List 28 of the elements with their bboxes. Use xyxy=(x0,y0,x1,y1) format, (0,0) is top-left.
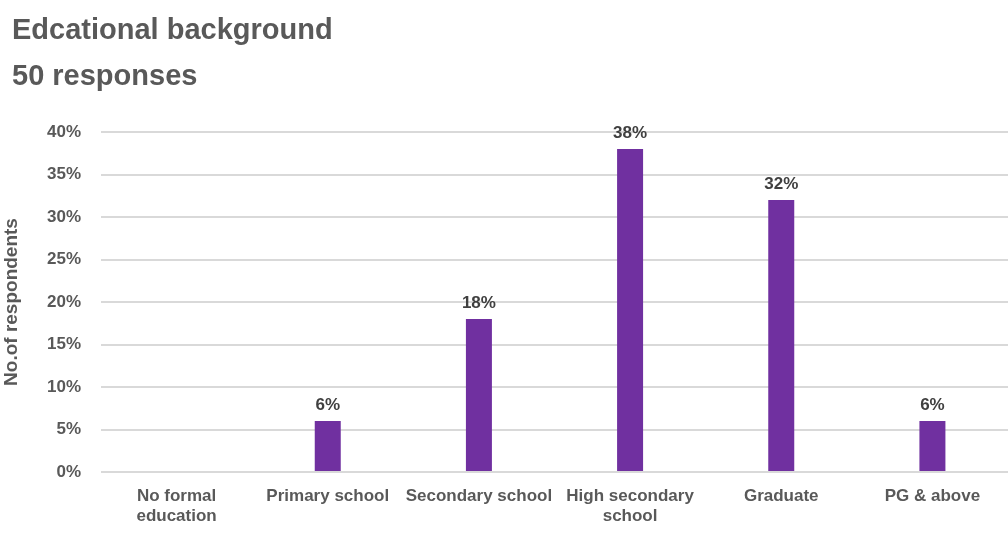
x-tick-label: No formal education xyxy=(136,485,217,526)
y-tick-label: 40% xyxy=(46,121,81,141)
x-tick-label: High secondary school xyxy=(566,485,695,526)
y-tick-label: 15% xyxy=(46,334,81,354)
bar xyxy=(314,421,341,471)
data-label: 6% xyxy=(315,395,341,415)
bar xyxy=(768,200,795,471)
data-label: 38% xyxy=(613,123,648,143)
y-tick-label: 0% xyxy=(56,461,81,481)
y-axis-title: No.of respondents xyxy=(0,218,21,386)
bar xyxy=(617,149,644,471)
x-tick-label: Graduate xyxy=(743,485,819,505)
y-tick-label: 30% xyxy=(46,206,81,226)
chart-subtitle: 50 responses xyxy=(12,58,198,92)
data-label: 6% xyxy=(920,395,945,415)
y-tick-label: 35% xyxy=(46,164,81,184)
chart-title: Edcational background xyxy=(12,12,333,46)
data-label: 18% xyxy=(461,293,496,313)
x-tick-label: Secondary school xyxy=(405,485,553,505)
y-tick-label: 25% xyxy=(46,249,81,269)
x-tick-label: Primary school xyxy=(266,485,390,505)
bar xyxy=(919,421,946,471)
y-tick-label: 5% xyxy=(56,419,81,439)
bar xyxy=(465,319,492,471)
data-label: 32% xyxy=(764,174,799,194)
y-tick-label: 10% xyxy=(46,376,81,396)
x-tick-label: PG & above xyxy=(884,485,981,505)
y-tick-label: 20% xyxy=(46,291,81,311)
